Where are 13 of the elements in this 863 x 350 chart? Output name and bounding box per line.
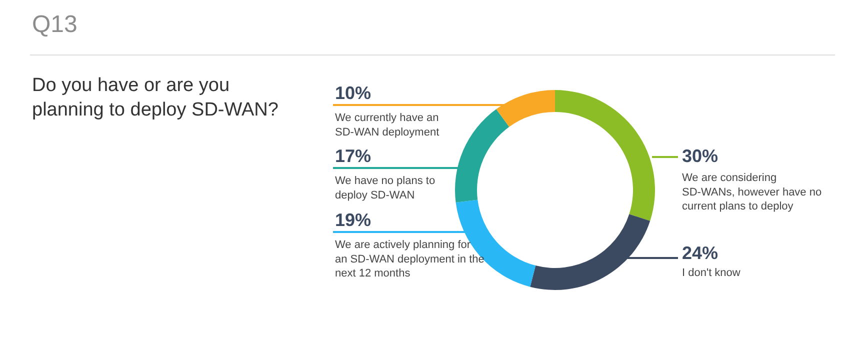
data-label: 30% <box>682 146 718 166</box>
data-label: 10% <box>335 83 372 103</box>
text: Q13 <box>32 11 78 38</box>
slice-label: We are actively planning for an SD-WAN deployment in the next 12 months <box>335 239 484 280</box>
slice-label: I don't know <box>682 267 740 279</box>
data-label: 19% <box>335 210 372 230</box>
data-label: 17% <box>335 146 372 166</box>
text: Do you have or are you planning to deploy SD-WAN? <box>32 75 278 121</box>
slice-label: We have no plans to deploy SD-WAN <box>335 175 436 202</box>
slice-label: We are considering SD-WANs, however have no current plans to deploy <box>682 172 822 213</box>
donut-slice <box>555 90 655 221</box>
data-label: 24% <box>682 243 718 263</box>
slice-label: We currently have an SD-WAN deployment <box>335 112 440 138</box>
